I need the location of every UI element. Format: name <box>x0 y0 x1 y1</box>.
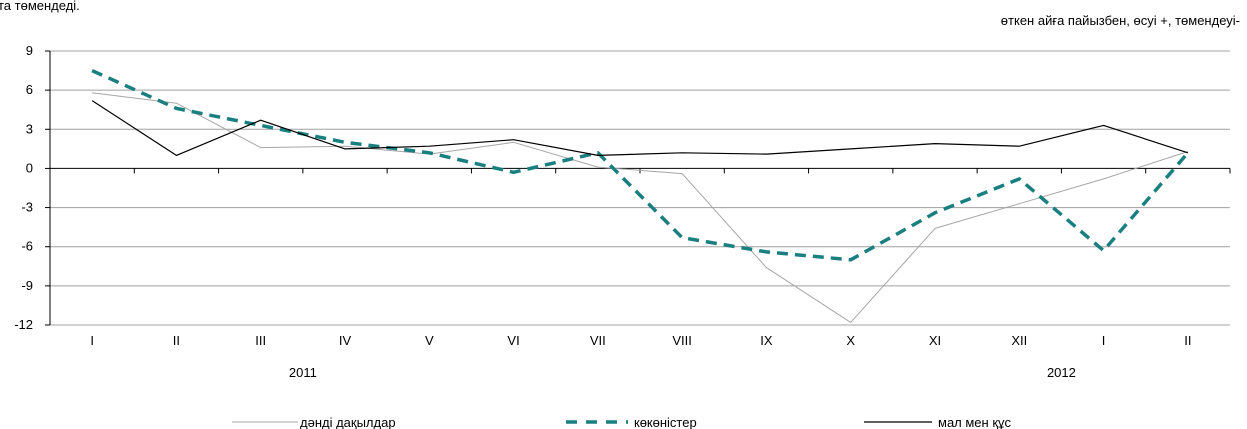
y-tick-label: -6 <box>21 239 33 254</box>
grid-lines <box>50 50 1230 326</box>
x-tick-label: XII <box>1011 333 1027 348</box>
y-tick-label: 9 <box>26 43 33 58</box>
header-text-fragment: та төмендеді. <box>0 0 80 13</box>
y-tick-label: 3 <box>26 121 33 136</box>
x-tick-label: I <box>90 333 94 348</box>
x-tick-label: X <box>846 333 855 348</box>
x-tick-label: IX <box>760 333 773 348</box>
x-tick-label: XI <box>929 333 941 348</box>
year-label: 2011 <box>289 365 317 380</box>
x-axis-ticks: I II III IV V VI VII VIII IX X XI XII I II <box>90 333 1191 348</box>
year-label: 2012 <box>1047 365 1076 380</box>
series-line-2 <box>91 69 1190 262</box>
legend: дәнді дақылдар көкөністер мал мен құс <box>232 415 1012 429</box>
series-line-1 <box>92 92 1189 323</box>
y-axis-ticks: 9 6 3 0 -3 -6 -9 -12 <box>14 43 33 332</box>
y-tick-label: 6 <box>26 82 33 97</box>
legend-label: дәнді дақылдар <box>300 415 396 429</box>
legend-label: мал мен құс <box>938 415 1012 429</box>
x-tick-label: III <box>255 333 266 348</box>
y-tick-label: 0 <box>26 160 33 175</box>
legend-label: көкөністер <box>634 415 697 429</box>
year-labels: 2011 2012 <box>289 365 1076 380</box>
chart-subtitle: өткен айға пайызбен, өсуі +, төмендеуі- <box>1001 13 1240 28</box>
x-tick-label: VII <box>590 333 606 348</box>
y-tick-label: -12 <box>14 317 33 332</box>
y-tick-label: -9 <box>21 278 33 293</box>
axes <box>45 50 1231 326</box>
y-tick-label: -3 <box>21 200 33 215</box>
x-tick-label: VI <box>507 333 519 348</box>
series-lines <box>91 69 1190 323</box>
x-tick-label: II <box>173 333 180 348</box>
x-tick-label: IV <box>339 333 352 348</box>
x-tick-label: V <box>425 333 434 348</box>
x-tick-label: VIII <box>672 333 692 348</box>
series-line-3 <box>91 100 1189 156</box>
x-tick-label: I <box>1102 333 1106 348</box>
x-tick-label: II <box>1184 333 1191 348</box>
